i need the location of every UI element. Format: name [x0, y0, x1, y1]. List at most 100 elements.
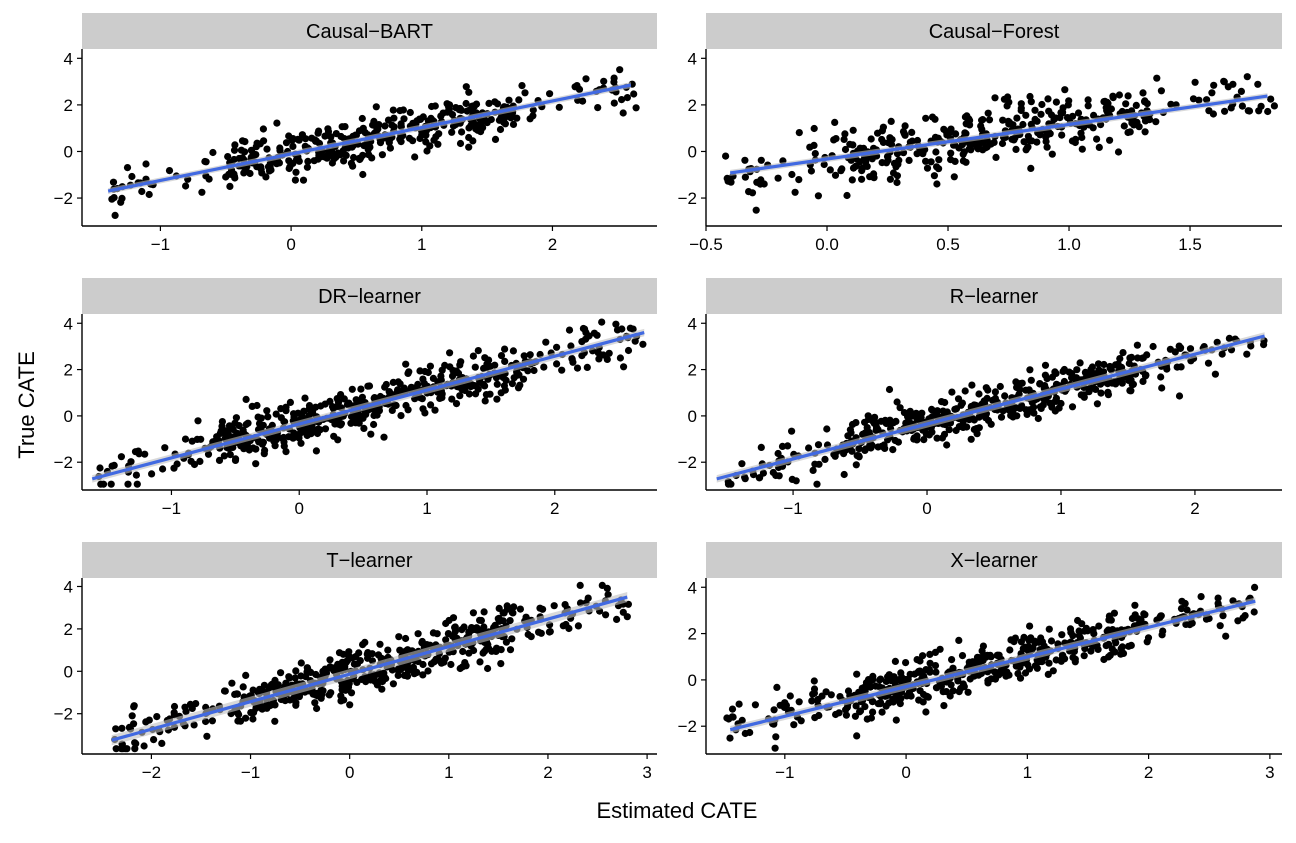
- data-point: [1013, 114, 1021, 122]
- data-point: [1139, 377, 1147, 385]
- data-point: [1026, 622, 1034, 630]
- data-point: [364, 675, 372, 683]
- data-point: [1104, 388, 1112, 396]
- data-point: [573, 82, 581, 90]
- data-point: [576, 581, 584, 590]
- data-point: [1095, 622, 1103, 630]
- data-point: [1089, 626, 1097, 634]
- data-point: [340, 696, 348, 704]
- data-point: [786, 692, 794, 700]
- data-point: [561, 601, 569, 609]
- data-point: [509, 120, 518, 128]
- data-point: [1022, 111, 1030, 119]
- data-point: [631, 337, 639, 345]
- data-point: [396, 380, 404, 388]
- data-point: [299, 176, 308, 184]
- data-point: [264, 413, 272, 421]
- data-point: [286, 398, 294, 406]
- data-point: [808, 697, 816, 705]
- data-point: [881, 444, 889, 452]
- data-point: [975, 390, 983, 398]
- data-point: [165, 167, 174, 175]
- data-point: [1221, 107, 1229, 115]
- facet-title: X−learner: [950, 550, 1038, 572]
- data-point: [1208, 89, 1216, 97]
- data-point: [1033, 664, 1041, 672]
- data-point: [565, 326, 574, 334]
- data-point: [289, 434, 297, 442]
- data-point: [889, 677, 897, 685]
- data-point: [1143, 100, 1151, 108]
- data-point: [968, 381, 976, 389]
- data-point: [231, 141, 239, 149]
- data-point: [1052, 656, 1060, 664]
- facet-strip: [82, 278, 657, 314]
- data-point: [1209, 110, 1217, 118]
- data-point: [112, 725, 120, 733]
- data-point: [926, 659, 934, 667]
- data-point: [1084, 96, 1092, 104]
- data-point: [138, 187, 146, 196]
- data-point: [1220, 78, 1228, 86]
- data-point: [1159, 627, 1167, 635]
- data-point: [891, 696, 899, 704]
- data-point: [831, 118, 839, 126]
- facet-strip: [706, 542, 1282, 578]
- data-point: [159, 465, 167, 473]
- data-point: [1013, 383, 1021, 391]
- data-point: [209, 148, 217, 157]
- data-point: [416, 115, 424, 123]
- data-point: [862, 158, 870, 166]
- data-point: [220, 687, 229, 695]
- data-point: [1238, 102, 1246, 110]
- data-point: [1041, 361, 1050, 369]
- data-point: [579, 97, 587, 105]
- data-point: [437, 376, 445, 384]
- data-point: [792, 477, 800, 485]
- data-point: [922, 157, 930, 165]
- data-point: [355, 398, 363, 406]
- data-point: [1124, 92, 1132, 100]
- data-point: [506, 646, 515, 654]
- data-point: [991, 94, 999, 102]
- data-point: [602, 611, 610, 619]
- data-point: [117, 453, 125, 461]
- data-point: [235, 711, 243, 719]
- data-point: [1008, 135, 1016, 143]
- data-point: [312, 447, 320, 455]
- data-point: [908, 128, 916, 136]
- data-point: [949, 687, 957, 695]
- data-point: [795, 698, 803, 706]
- data-point: [1103, 98, 1111, 106]
- data-point: [435, 130, 443, 138]
- data-point: [501, 345, 509, 353]
- data-point: [392, 401, 400, 410]
- data-point: [810, 677, 818, 685]
- data-point: [502, 638, 510, 646]
- data-point: [1093, 400, 1101, 408]
- data-point: [958, 652, 967, 660]
- data-point: [452, 400, 461, 408]
- data-point: [272, 410, 280, 418]
- data-point: [757, 176, 765, 184]
- data-point: [428, 102, 436, 111]
- data-point: [314, 129, 322, 137]
- data-point: [823, 425, 831, 433]
- data-point: [1001, 392, 1009, 400]
- data-point: [1021, 643, 1029, 651]
- data-point: [497, 660, 505, 668]
- data-point: [1044, 95, 1052, 103]
- x-tick-label: 2: [1190, 499, 1199, 518]
- data-point: [1003, 668, 1011, 676]
- data-point: [497, 352, 506, 360]
- data-point: [1264, 107, 1272, 116]
- data-point: [1087, 647, 1095, 655]
- data-point: [748, 189, 757, 197]
- data-point: [465, 390, 473, 398]
- data-point: [967, 435, 975, 443]
- data-point: [882, 159, 891, 167]
- data-point: [604, 591, 612, 599]
- data-point: [1033, 117, 1041, 125]
- data-point: [228, 679, 236, 687]
- data-point: [395, 633, 403, 641]
